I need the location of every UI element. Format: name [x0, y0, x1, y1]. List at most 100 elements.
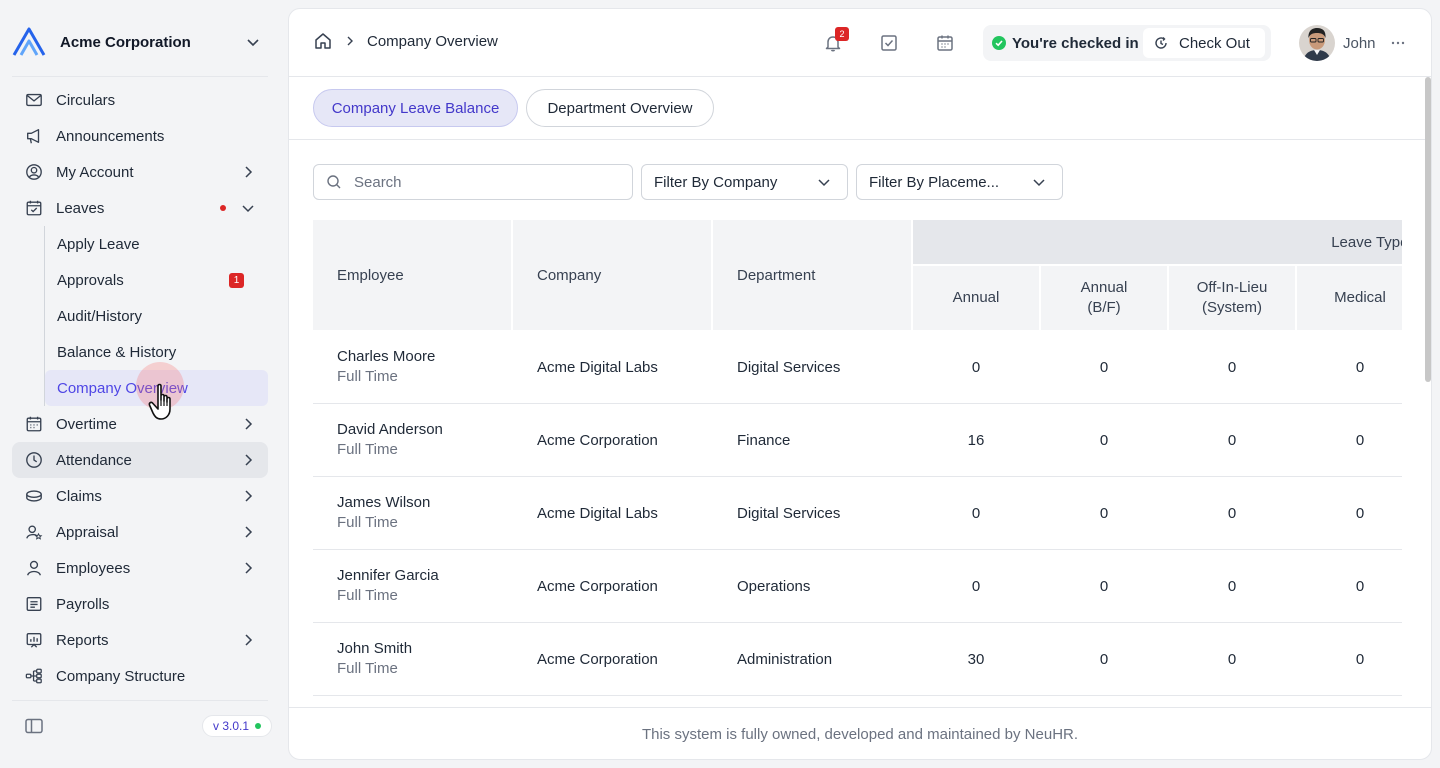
employee-name: James Wilson [337, 494, 431, 511]
column-header-off-in-lieu[interactable]: Off-In-Lieu (System) [1169, 266, 1295, 330]
off-in-lieu-cell: 0 [1227, 577, 1237, 595]
employee-cell: John Smith Full Time [337, 623, 507, 695]
table-row[interactable]: Jennifer Garcia Full Time Acme Corporati… [313, 550, 1402, 623]
sidebar: Acme Corporation Circulars Announcements… [0, 0, 280, 768]
department-cell: Digital Services [737, 358, 841, 376]
column-header-label: Off-In-Lieu [1196, 279, 1268, 296]
vertical-scrollbar[interactable] [1425, 77, 1431, 382]
chevron-right-icon [245, 454, 253, 466]
chevron-down-icon [242, 205, 254, 213]
column-header-label: Medical [1334, 289, 1386, 306]
company-name: Acme Corporation [60, 33, 191, 51]
column-header-company[interactable]: Company [513, 220, 711, 330]
chevron-down-icon [818, 179, 830, 187]
check-out-button[interactable]: Check Out [1143, 28, 1265, 58]
more-horizontal-icon[interactable] [1390, 35, 1406, 51]
sidebar-item-reports[interactable]: Reports [12, 622, 268, 658]
home-icon[interactable] [313, 31, 333, 51]
sidebar-item-label: Leaves [56, 199, 105, 217]
sidebar-subitem-audit-history[interactable]: Audit/History [45, 298, 268, 334]
chevron-right-icon [347, 36, 353, 46]
table-row[interactable]: Charles Moore Full Time Acme Digital Lab… [313, 331, 1402, 404]
main-panel: Company Overview 2 You're checked in Che… [288, 8, 1432, 760]
medical-cell: 0 [1355, 577, 1365, 595]
breadcrumb: Company Overview [313, 31, 498, 51]
sidebar-item-company-structure[interactable]: Company Structure [12, 658, 268, 694]
sidebar-toggle-icon[interactable] [24, 716, 44, 736]
tab-company-leave-balance[interactable]: Company Leave Balance [313, 89, 518, 127]
sidebar-subitem-label: Balance & History [57, 343, 177, 361]
company-cell: Acme Digital Labs [537, 504, 658, 522]
column-header-department[interactable]: Department [713, 220, 911, 330]
tab-bar: Company Leave Balance Department Overvie… [289, 77, 1431, 140]
sidebar-item-employees[interactable]: Employees [12, 550, 268, 586]
sidebar-item-label: Appraisal [56, 523, 119, 541]
tab-label: Department Overview [547, 99, 693, 117]
user-menu[interactable]: John [1299, 25, 1406, 61]
employment-type: Full Time [337, 514, 398, 531]
chevron-right-icon [245, 490, 253, 502]
hand-pointer-icon [148, 383, 171, 420]
annual-cell: 0 [971, 504, 981, 522]
leaves-submenu: Apply Leave Approvals 1 Audit/History Ba… [44, 226, 268, 406]
sidebar-item-leaves[interactable]: Leaves [12, 190, 268, 226]
sidebar-item-circulars[interactable]: Circulars [12, 82, 268, 118]
breadcrumb-current: Company Overview [367, 32, 498, 50]
table-row[interactable]: David Anderson Full Time Acme Corporatio… [313, 404, 1402, 477]
company-cell: Acme Corporation [537, 650, 658, 668]
notifications-button[interactable]: 2 [823, 27, 849, 53]
company-cell: Acme Digital Labs [537, 358, 658, 376]
sidebar-item-overtime[interactable]: Overtime [12, 406, 268, 442]
annual-bf-cell: 0 [1099, 431, 1109, 449]
employee-cell: Jennifer Garcia Full Time [337, 550, 507, 622]
user-icon [24, 558, 44, 578]
column-group-leave-types: Leave Types [913, 220, 1402, 264]
sidebar-item-appraisal[interactable]: Appraisal [12, 514, 268, 550]
column-header-annual[interactable]: Annual [913, 266, 1039, 330]
sidebar-subitem-balance-history[interactable]: Balance & History [45, 334, 268, 370]
filter-placement-select[interactable]: Filter By Placeme... [856, 164, 1063, 200]
sidebar-item-attendance[interactable]: Attendance [12, 442, 268, 478]
department-cell: Digital Services [737, 504, 841, 522]
notification-dot [220, 205, 226, 211]
table-row[interactable]: John Smith Full Time Acme Corporation Ad… [313, 623, 1402, 696]
sidebar-subitem-label: Apply Leave [57, 235, 140, 253]
company-switcher[interactable]: Acme Corporation [12, 26, 268, 58]
sidebar-item-payrolls[interactable]: Payrolls [12, 586, 268, 622]
chevron-right-icon [245, 562, 253, 574]
sidebar-subitem-company-overview[interactable]: Company Overview [45, 370, 268, 406]
department-cell: Administration [737, 650, 833, 668]
column-header-annual-bf[interactable]: Annual (B/F) [1041, 266, 1167, 330]
sidebar-subitem-approvals[interactable]: Approvals 1 [45, 262, 268, 298]
table-row[interactable]: James Wilson Full Time Acme Digital Labs… [313, 477, 1402, 550]
column-header-label: (System) [1202, 299, 1262, 316]
tab-department-overview[interactable]: Department Overview [526, 89, 714, 127]
employee-cell: Charles Moore Full Time [337, 331, 507, 403]
annual-cell: 0 [971, 577, 981, 595]
sidebar-subitem-label: Approvals [57, 271, 124, 289]
sidebar-item-my-account[interactable]: My Account [12, 154, 268, 190]
sidebar-item-claims[interactable]: Claims [12, 478, 268, 514]
employment-type: Full Time [337, 660, 398, 677]
tasks-button[interactable] [879, 33, 899, 53]
sidebar-subitem-apply-leave[interactable]: Apply Leave [45, 226, 268, 262]
receipt-icon [24, 594, 44, 614]
sidebar-item-label: Employees [56, 559, 131, 577]
calendar-check-icon [24, 198, 44, 218]
sidebar-subitem-label: Audit/History [57, 307, 143, 325]
divider [12, 700, 268, 701]
column-header-employee[interactable]: Employee [313, 220, 511, 330]
medical-cell: 0 [1355, 358, 1365, 376]
sidebar-item-label: Payrolls [56, 595, 110, 613]
footer: This system is fully owned, developed an… [289, 707, 1431, 759]
annual-cell: 30 [967, 650, 985, 668]
calendar-button[interactable] [935, 33, 955, 53]
filter-company-select[interactable]: Filter By Company [641, 164, 848, 200]
sidebar-item-announcements[interactable]: Announcements [12, 118, 268, 154]
employee-name: Jennifer Garcia [337, 567, 439, 584]
sidebar-item-label: Claims [56, 487, 102, 505]
column-header-medical[interactable]: Medical [1297, 266, 1402, 330]
search-input[interactable] [354, 173, 624, 191]
search-icon [327, 175, 341, 189]
user-circle-icon [24, 162, 44, 182]
